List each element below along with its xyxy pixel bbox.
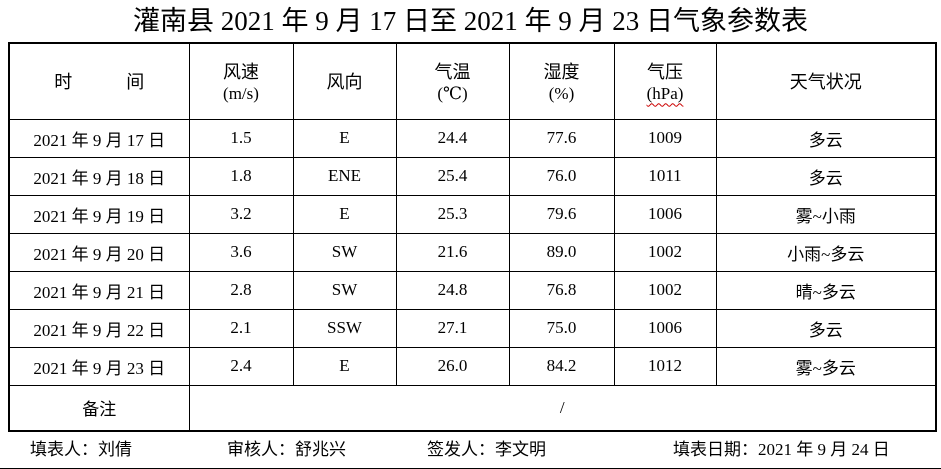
cell-pressure: 1002 [613,232,717,272]
form-filler: 填表人：刘倩 [30,440,132,459]
col-header-wind-direction: 风向 [292,42,397,120]
cell-pressure: 1009 [613,118,717,158]
cell-date: 2021 年 9 月 21 日 [8,270,190,310]
cell-pressure: 1002 [613,270,717,310]
cell-weather: 雾~小雨 [715,194,937,234]
cell-wind-speed: 2.4 [188,346,294,386]
cell-wind-speed: 1.8 [188,156,294,196]
cell-pressure: 1012 [613,346,717,386]
weather-parameter-table: 时 间 风速 (m/s) 风向 气温 (℃) 湿度 (%) [8,42,937,432]
form-reviewer: 审核人：舒兆兴 [227,440,346,459]
cell-wind-speed: 1.5 [188,118,294,158]
col-header-time-label: 时 间 [54,72,145,93]
col-header-temperature: 气温 (℃) [395,42,510,120]
col-header-pressure: 气压 (hPa) [613,42,717,120]
cell-wind-speed: 2.1 [188,308,294,348]
cell-date: 2021 年 9 月 19 日 [8,194,190,234]
table-header-row: 时 间 风速 (m/s) 风向 气温 (℃) 湿度 (%) [8,42,937,120]
cell-wind-speed: 3.2 [188,194,294,234]
table-row: 2021 年 9 月 20 日 3.6 SW 21.6 89.0 1002 小雨… [8,232,937,272]
cell-date: 2021 年 9 月 17 日 [8,118,190,158]
cell-wind-direction: E [292,118,397,158]
temperature-unit: (℃) [437,84,468,104]
cell-humidity: 76.0 [508,156,615,196]
table-row: 2021 年 9 月 21 日 2.8 SW 24.8 76.8 1002 晴~… [8,270,937,310]
cell-wind-direction: ENE [292,156,397,196]
page-title: 灌南县 2021 年 9 月 17 日至 2021 年 9 月 23 日气象参数… [133,6,808,36]
table-row: 2021 年 9 月 19 日 3.2 E 25.3 79.6 1006 雾~小… [8,194,937,234]
cell-temperature: 24.8 [395,270,510,310]
table-row: 2021 年 9 月 23 日 2.4 E 26.0 84.2 1012 雾~多… [8,346,937,386]
cell-pressure: 1006 [613,308,717,348]
table-row: 2021 年 9 月 17 日 1.5 E 24.4 77.6 1009 多云 [8,118,937,158]
cell-wind-direction: SW [292,232,397,272]
table-row: 2021 年 9 月 22 日 2.1 SSW 27.1 75.0 1006 多… [8,308,937,348]
form-fill-date: 填表日期：2021 年 9 月 24 日 [673,440,890,459]
humidity-unit: (%) [548,84,575,104]
cell-humidity: 79.6 [508,194,615,234]
col-header-weather: 天气状况 [715,42,937,120]
table-row: 2021 年 9 月 18 日 1.8 ENE 25.4 76.0 1011 多… [8,156,937,196]
cell-temperature: 24.4 [395,118,510,158]
cell-weather: 多云 [715,118,937,158]
col-header-humidity: 湿度 (%) [508,42,615,120]
cell-temperature: 25.4 [395,156,510,196]
remark-value: / [188,384,937,432]
cell-temperature: 26.0 [395,346,510,386]
cell-weather: 多云 [715,308,937,348]
wind-speed-unit: (m/s) [223,84,259,104]
cell-date: 2021 年 9 月 22 日 [8,308,190,348]
cell-pressure: 1011 [613,156,717,196]
cell-humidity: 77.6 [508,118,615,158]
cell-temperature: 27.1 [395,308,510,348]
cell-pressure: 1006 [613,194,717,234]
form-issuer: 签发人：李文明 [427,440,546,459]
cell-humidity: 89.0 [508,232,615,272]
cell-weather: 小雨~多云 [715,232,937,272]
cell-humidity: 84.2 [508,346,615,386]
cell-wind-direction: SSW [292,308,397,348]
signature-footer: 填表人：刘倩 审核人：舒兆兴 签发人：李文明 填表日期：2021 年 9 月 2… [0,433,941,468]
cell-weather: 雾~多云 [715,346,937,386]
cell-weather: 多云 [715,156,937,196]
cell-humidity: 75.0 [508,308,615,348]
cell-wind-speed: 2.8 [188,270,294,310]
cell-temperature: 21.6 [395,232,510,272]
cell-weather: 晴~多云 [715,270,937,310]
remark-row: 备注 / [8,384,937,432]
col-header-time: 时 间 [8,42,190,120]
cell-date: 2021 年 9 月 20 日 [8,232,190,272]
pressure-unit: (hPa) [646,84,684,104]
cell-temperature: 25.3 [395,194,510,234]
cell-date: 2021 年 9 月 18 日 [8,156,190,196]
cell-humidity: 76.8 [508,270,615,310]
cell-wind-direction: E [292,194,397,234]
remark-label: 备注 [8,384,190,432]
cell-wind-speed: 3.6 [188,232,294,272]
cell-date: 2021 年 9 月 23 日 [8,346,190,386]
cell-wind-direction: E [292,346,397,386]
col-header-wind-speed: 风速 (m/s) [188,42,294,120]
cell-wind-direction: SW [292,270,397,310]
